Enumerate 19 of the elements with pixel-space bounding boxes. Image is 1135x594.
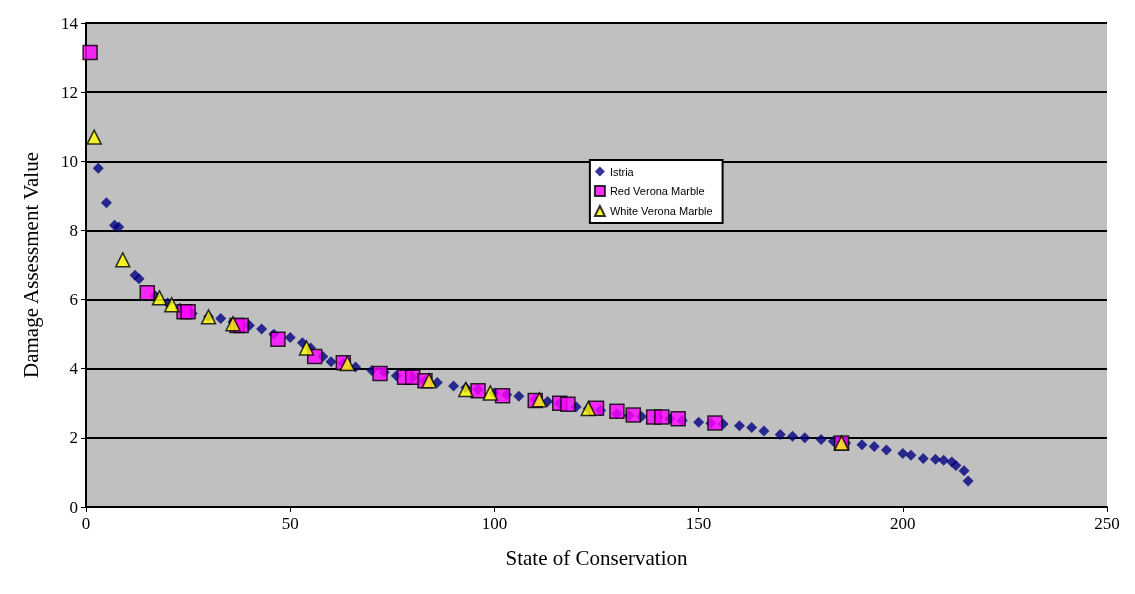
x-tick-label: 150: [685, 514, 712, 533]
x-axis-title: State of Conservation: [505, 545, 688, 570]
legend-label: Istria: [609, 165, 635, 178]
y-tick-label: 2: [69, 428, 78, 448]
y-tick-label: 0: [69, 497, 78, 517]
x-tick-label: 0: [81, 514, 91, 533]
x-tick-label: 100: [481, 514, 508, 533]
y-tick-label: 12: [61, 82, 78, 102]
y-axis-title: Damage Assessment Value: [18, 152, 43, 378]
y-tick-label: 8: [69, 220, 78, 240]
x-tick-label: 50: [281, 514, 299, 533]
x-tick-label: 250: [1094, 514, 1120, 533]
y-tick-label: 6: [69, 290, 78, 310]
legend-label: White Verona Marble: [609, 205, 713, 217]
legend-label: Red Verona Marble: [609, 185, 705, 197]
y-tick-label: 4: [69, 359, 79, 379]
y-tick-label: 10: [61, 151, 78, 171]
y-tick-label: 14: [61, 13, 79, 33]
x-tick-label: 200: [890, 514, 916, 533]
